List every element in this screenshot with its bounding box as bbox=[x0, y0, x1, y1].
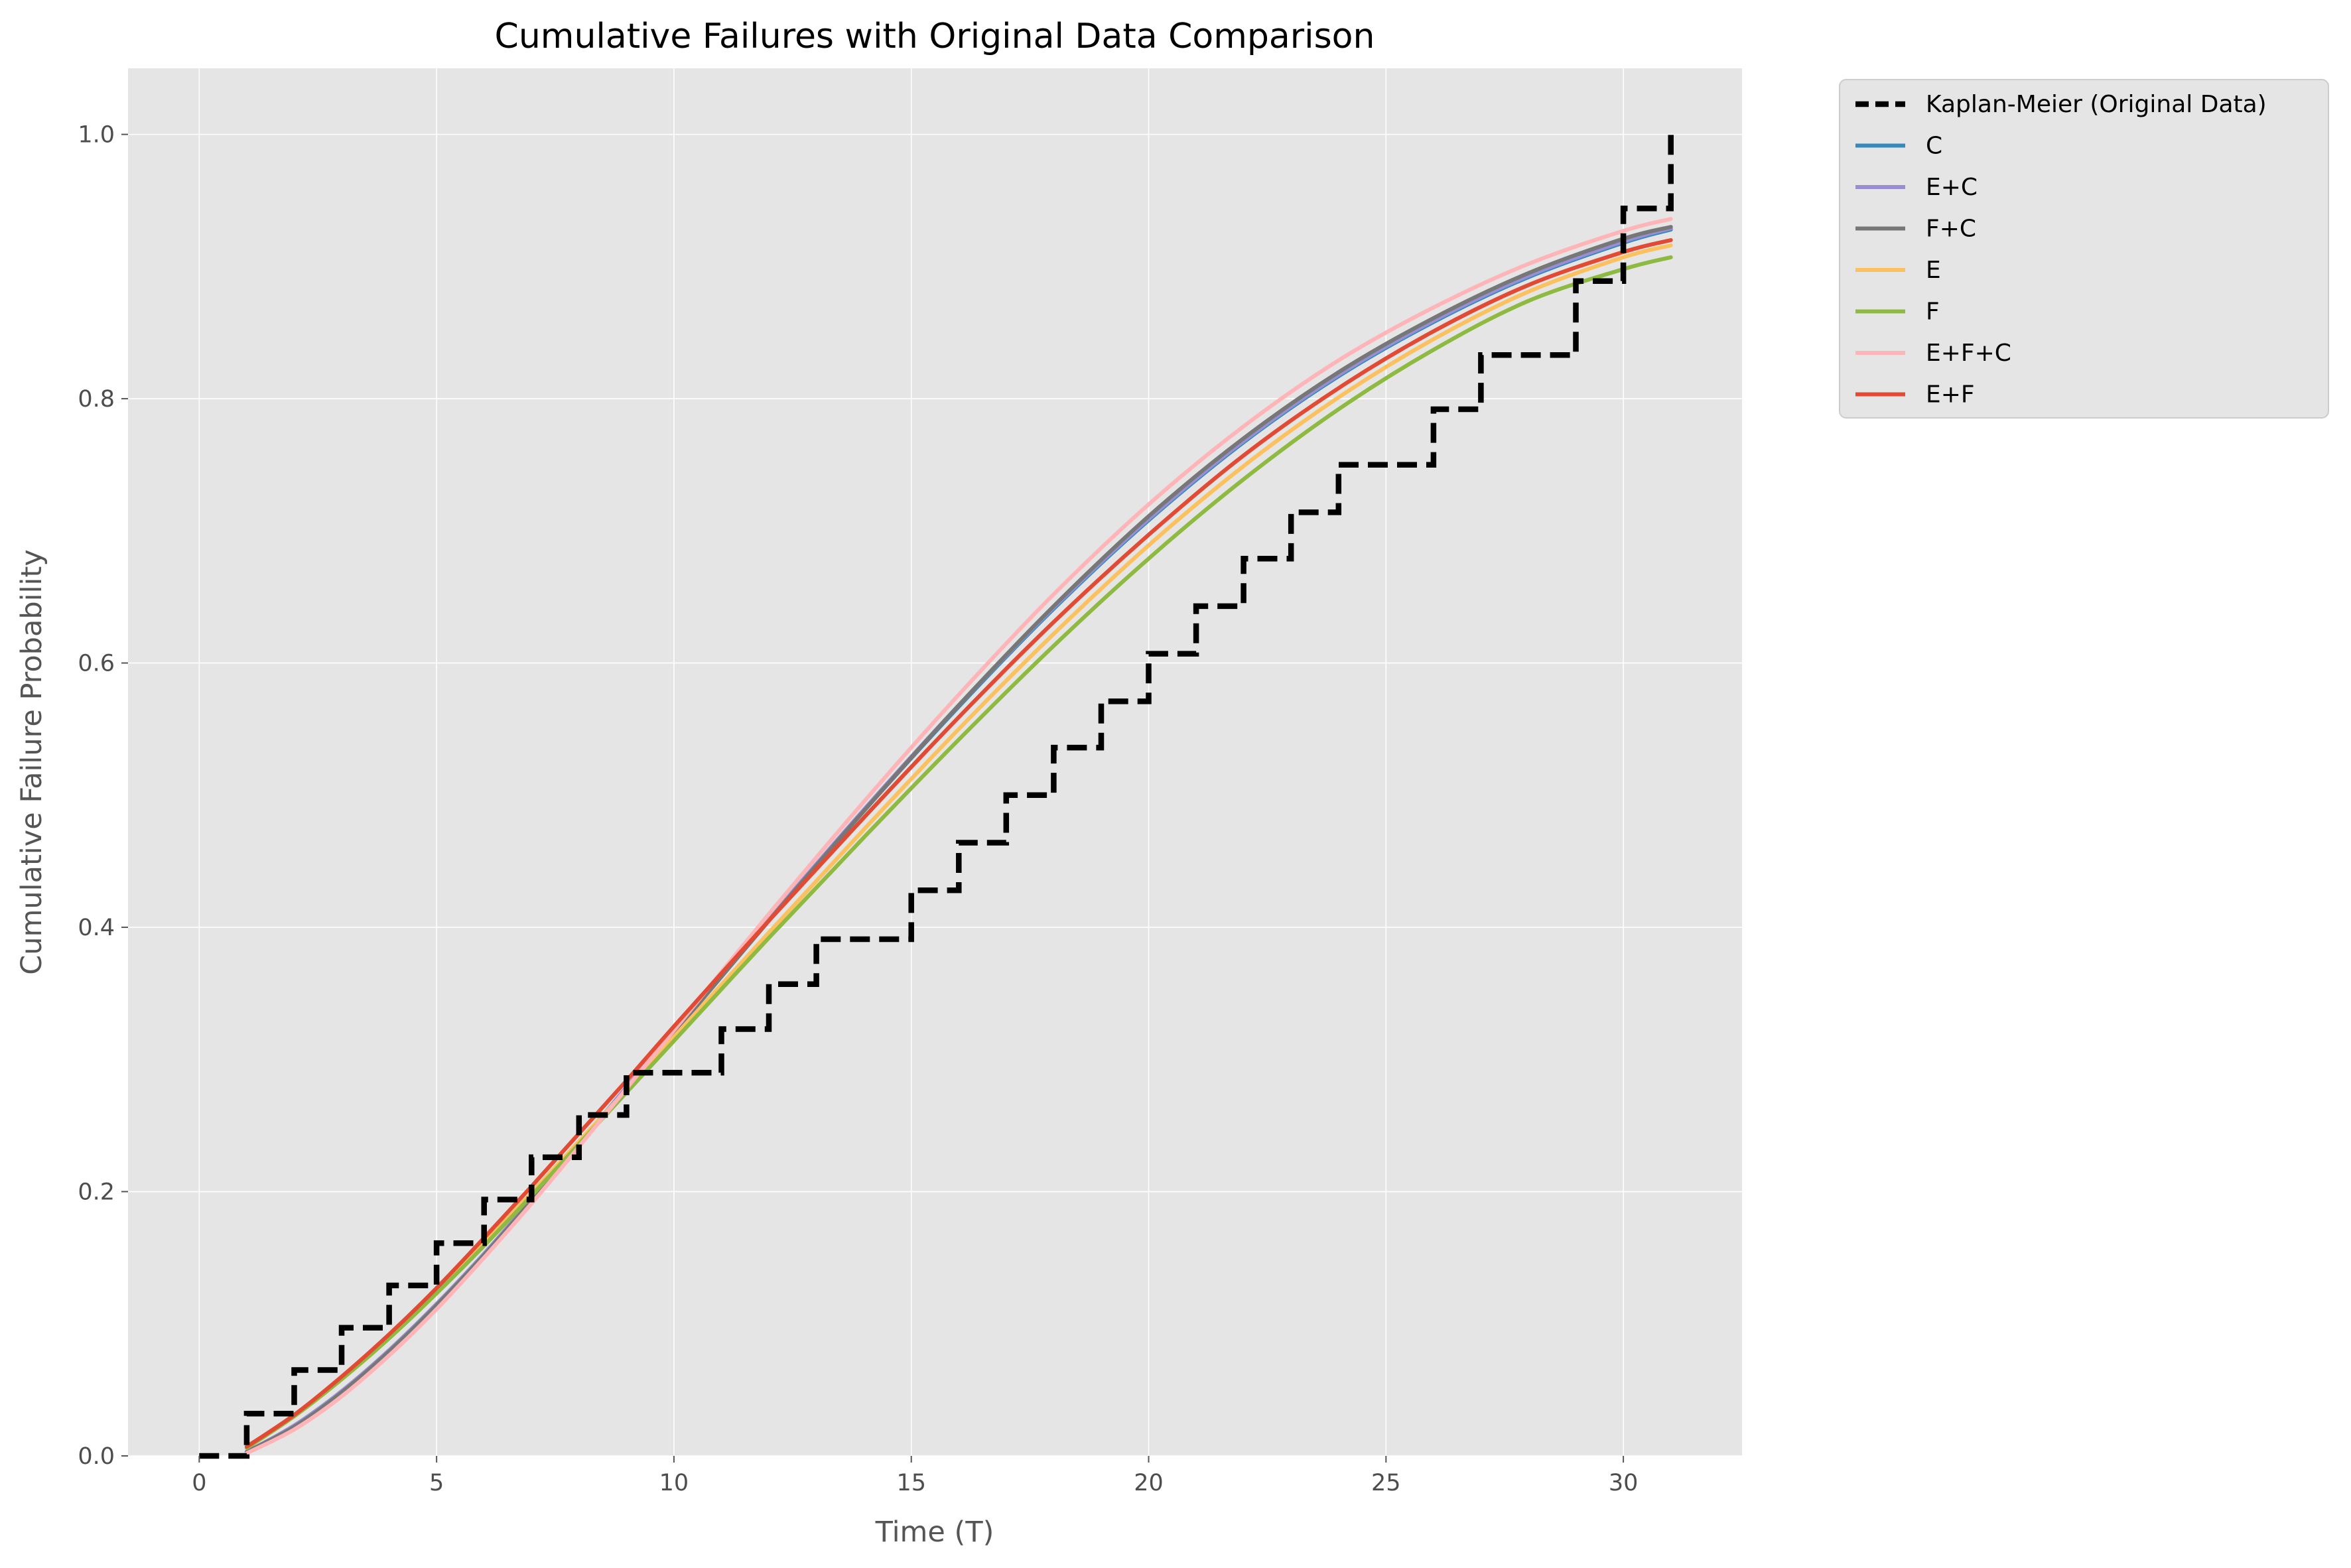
y-tick-label: 0.8 bbox=[78, 386, 115, 413]
y-tick-label: 1.0 bbox=[78, 122, 115, 149]
y-tick-label: 0.4 bbox=[78, 915, 115, 941]
y-tick-label: 0.2 bbox=[78, 1179, 115, 1206]
series-line-e-plus-f-plus-c bbox=[244, 217, 1673, 1455]
kaplan-meier-step-line bbox=[199, 134, 1674, 1459]
legend-label: E+F bbox=[1926, 381, 1975, 409]
legend-label: E+F+C bbox=[1926, 340, 2011, 367]
x-tick-label: 15 bbox=[896, 1470, 926, 1496]
kaplan-meier-layer bbox=[199, 134, 1674, 1459]
x-tick-label: 25 bbox=[1371, 1470, 1401, 1496]
series-line-e-plus-f bbox=[244, 238, 1673, 1449]
series-line-f-plus-c bbox=[244, 225, 1673, 1454]
legend-label: E bbox=[1926, 257, 1941, 284]
legend-label: E+C bbox=[1926, 174, 1978, 201]
x-axis-label: Time (T) bbox=[875, 1516, 994, 1549]
series-line-f bbox=[244, 255, 1673, 1450]
y-tick-label: 0.6 bbox=[78, 651, 115, 677]
x-tick-label: 10 bbox=[659, 1470, 689, 1496]
legend-label: F bbox=[1926, 298, 1940, 326]
x-tick-label: 20 bbox=[1134, 1470, 1164, 1496]
y-ticks: 0.0 0.2 0.4 0.6 0.8 1.0 bbox=[78, 122, 128, 1470]
y-axis-label: Cumulative Failure Probability bbox=[15, 549, 48, 975]
x-tick-label: 30 bbox=[1609, 1470, 1639, 1496]
y-tick-label: 0.0 bbox=[78, 1443, 115, 1470]
legend-label: F+C bbox=[1926, 216, 1976, 243]
series-layer bbox=[244, 217, 1673, 1455]
legend-label: C bbox=[1926, 133, 1942, 160]
x-tick-label: 5 bbox=[429, 1470, 444, 1496]
legend-label: Kaplan-Meier (Original Data) bbox=[1926, 91, 2267, 118]
legend: Kaplan-Meier (Original Data) C E+C F+C EF E+F… bbox=[1839, 79, 2329, 419]
legend-box bbox=[1839, 79, 2329, 419]
x-tick-label: 0 bbox=[192, 1470, 206, 1496]
grid bbox=[128, 68, 1742, 1457]
x-ticks: 0 5 10 15 20 25 30 bbox=[192, 1456, 1638, 1496]
chart-title: Cumulative Failures with Original Data C… bbox=[495, 17, 1375, 56]
